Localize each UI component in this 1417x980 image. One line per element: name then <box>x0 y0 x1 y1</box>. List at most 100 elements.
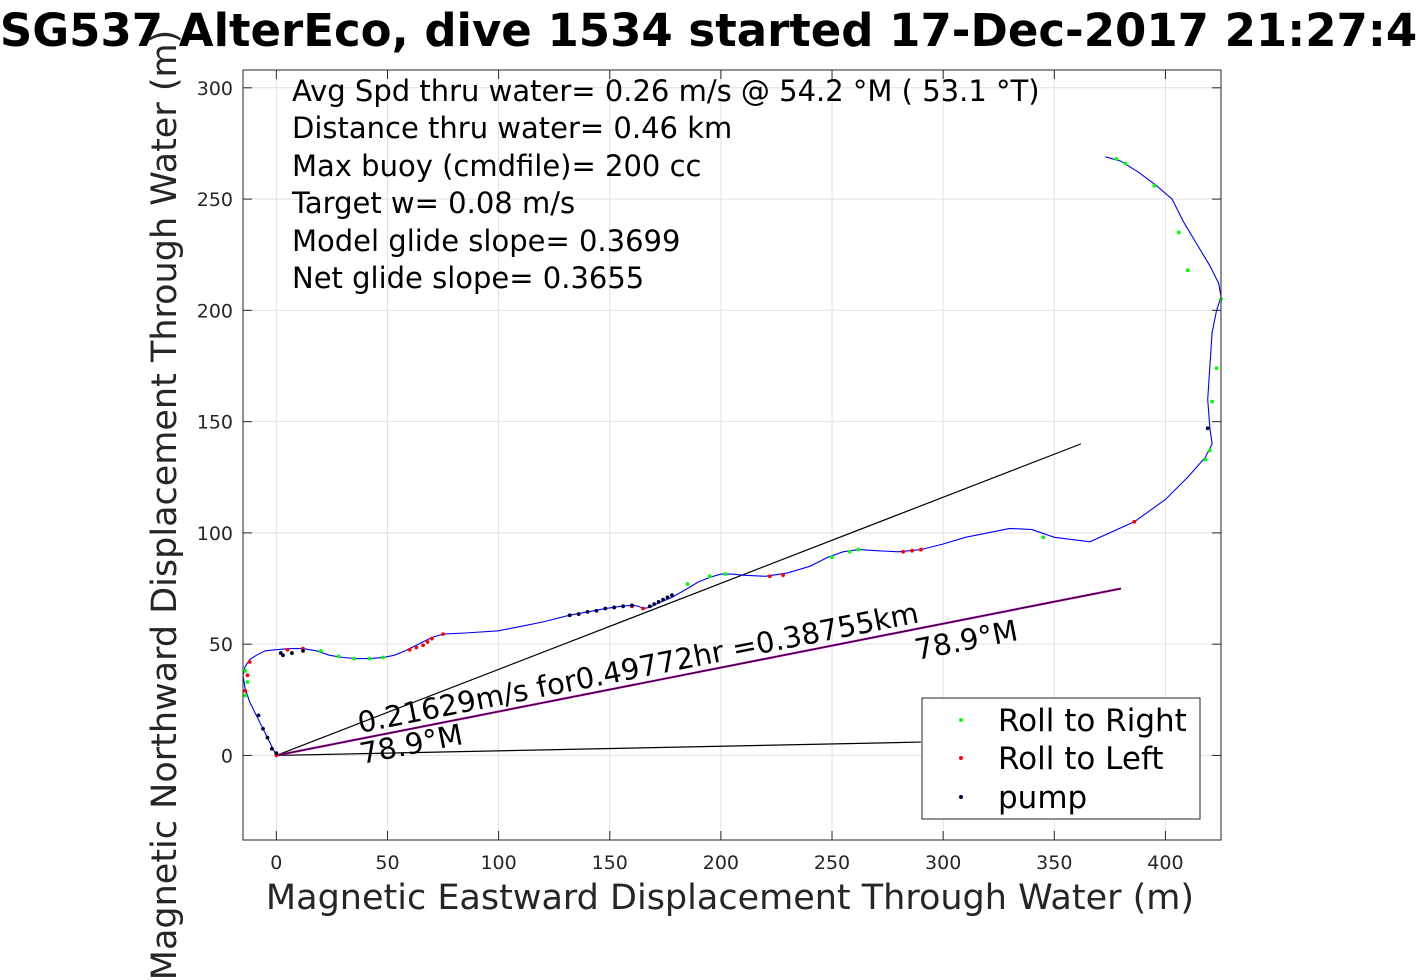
pump-marker <box>269 746 274 751</box>
roll-right-marker <box>245 680 250 684</box>
pump-marker <box>630 603 634 608</box>
roll-right-marker <box>847 549 852 554</box>
y-axis-label: Magnetic Northward Displacement Through … <box>145 29 185 980</box>
y-tick-label: 50 <box>209 634 233 656</box>
pump-marker <box>612 605 617 610</box>
y-tick-label: 150 <box>197 412 233 434</box>
reference-lines <box>276 443 1122 757</box>
roll-right-marker <box>1214 366 1219 371</box>
x-tick-label: 400 <box>1147 852 1183 874</box>
chart-title: SG537 AlterEco, dive 1534 started 17-Dec… <box>0 4 1417 57</box>
roll-right-marker <box>352 656 357 661</box>
y-tick-label: 200 <box>197 300 233 322</box>
roll-right-marker <box>1203 457 1208 462</box>
pump-marker <box>290 651 294 655</box>
legend-marker-roll-right <box>959 718 963 722</box>
roll-left-marker <box>245 673 250 678</box>
roll-right-marker <box>367 656 372 661</box>
roll-left-marker <box>441 632 445 637</box>
stats-line-0: Avg Spd thru water= 0.26 m/s @ 54.2 °M (… <box>292 74 1040 108</box>
x-tick-label: 150 <box>592 852 628 874</box>
x-tick-label: 250 <box>814 852 850 874</box>
roll-right-marker <box>336 654 341 659</box>
stats-line-5: Net glide slope= 0.3655 <box>292 261 644 295</box>
roll-right-marker <box>723 572 728 576</box>
roll-right-marker <box>1114 157 1119 161</box>
roll-right-marker <box>1152 183 1157 188</box>
legend-marker-roll-left <box>959 756 963 760</box>
y-tick-label: 250 <box>197 189 233 211</box>
roll-right-marker <box>1210 399 1215 404</box>
roll-left-marker <box>425 640 430 644</box>
roll-left-marker <box>919 547 923 552</box>
roll-right-marker <box>830 555 834 560</box>
y-tick-label: 0 <box>221 745 233 767</box>
pump-marker <box>594 608 599 613</box>
plot-frame <box>242 69 1222 841</box>
legend-label-roll-left: Roll to Left <box>998 741 1164 777</box>
pump-marker <box>265 735 270 740</box>
roll-left-marker <box>1132 519 1137 524</box>
pump-marker <box>1205 426 1210 431</box>
pump-marker <box>261 726 265 731</box>
legend-label-roll-right: Roll to Right <box>998 703 1187 739</box>
roll-left-marker <box>285 647 290 652</box>
x-tick-label: 0 <box>270 852 282 874</box>
pump-marker <box>652 602 657 607</box>
legend-box <box>921 697 1201 820</box>
x-tick-label: 300 <box>925 852 961 874</box>
stats-line-4: Model glide slope= 0.3699 <box>292 224 680 258</box>
stats-line-3: Target w= 0.08 m/s <box>291 186 575 220</box>
x-tick-label: 50 <box>375 852 399 874</box>
roll-left-marker <box>430 636 434 641</box>
pump-marker <box>585 609 590 614</box>
pump-marker <box>670 593 674 598</box>
data-series <box>242 156 1223 758</box>
roll-right-marker <box>318 648 323 653</box>
roll-left-marker <box>910 548 914 553</box>
roll-right-marker <box>1123 161 1128 166</box>
pump-marker <box>274 751 279 756</box>
roll-left-marker <box>407 647 412 652</box>
pump-marker <box>278 651 283 655</box>
baseline-line <box>276 741 921 757</box>
heading-line <box>276 443 1082 756</box>
roll-right-marker <box>1185 268 1190 273</box>
pump-marker <box>567 613 572 618</box>
roll-right-marker <box>381 655 385 660</box>
roll-left-marker <box>243 688 248 693</box>
roll-left-marker <box>901 549 906 554</box>
x-tick-label: 350 <box>1036 852 1072 874</box>
y-tick-label: 300 <box>197 78 233 100</box>
pump-marker <box>661 597 665 602</box>
roll-right-marker <box>243 693 248 698</box>
pump-marker <box>656 599 661 604</box>
y-tick-label: 100 <box>197 523 233 545</box>
legend-marker-pump <box>959 795 963 799</box>
roll-right-marker <box>707 574 712 579</box>
axis-ticks: 0 50 100 150 200 250 300 350 400 0 50 100 150 200 250 3… <box>197 70 1221 874</box>
roll-right-marker <box>243 668 248 673</box>
roll-left-marker <box>247 660 252 664</box>
pump-marker <box>301 648 305 653</box>
x-axis-label: Magnetic Eastward Displacement Through W… <box>265 878 1195 918</box>
roll-left-marker <box>641 606 645 611</box>
x-tick-label: 200 <box>703 852 739 874</box>
legend-label-pump: pump <box>998 780 1087 816</box>
roll-right-marker <box>1041 535 1046 540</box>
track-line <box>242 156 1222 756</box>
roll-right-marker <box>856 547 861 552</box>
roll-left-marker <box>414 645 419 650</box>
roll-right-marker <box>1207 448 1212 453</box>
pump-marker <box>256 713 261 718</box>
roll-right-marker <box>1176 230 1181 235</box>
plot-svg: 0 50 100 150 200 250 300 350 400 0 50 100 150 200 250 3… <box>197 69 1223 874</box>
legend: Roll to Right Roll to Left pump <box>921 697 1201 820</box>
stats-line-2: Max buoy (cmdfile)= 200 cc <box>292 149 701 183</box>
roll-left-marker <box>421 643 425 648</box>
stats-line-1: Distance thru water= 0.46 km <box>292 111 732 145</box>
x-tick-label: 100 <box>480 852 516 874</box>
pump-marker <box>621 604 625 609</box>
roll-left-marker <box>781 573 786 578</box>
drift-line-center <box>276 588 1122 756</box>
